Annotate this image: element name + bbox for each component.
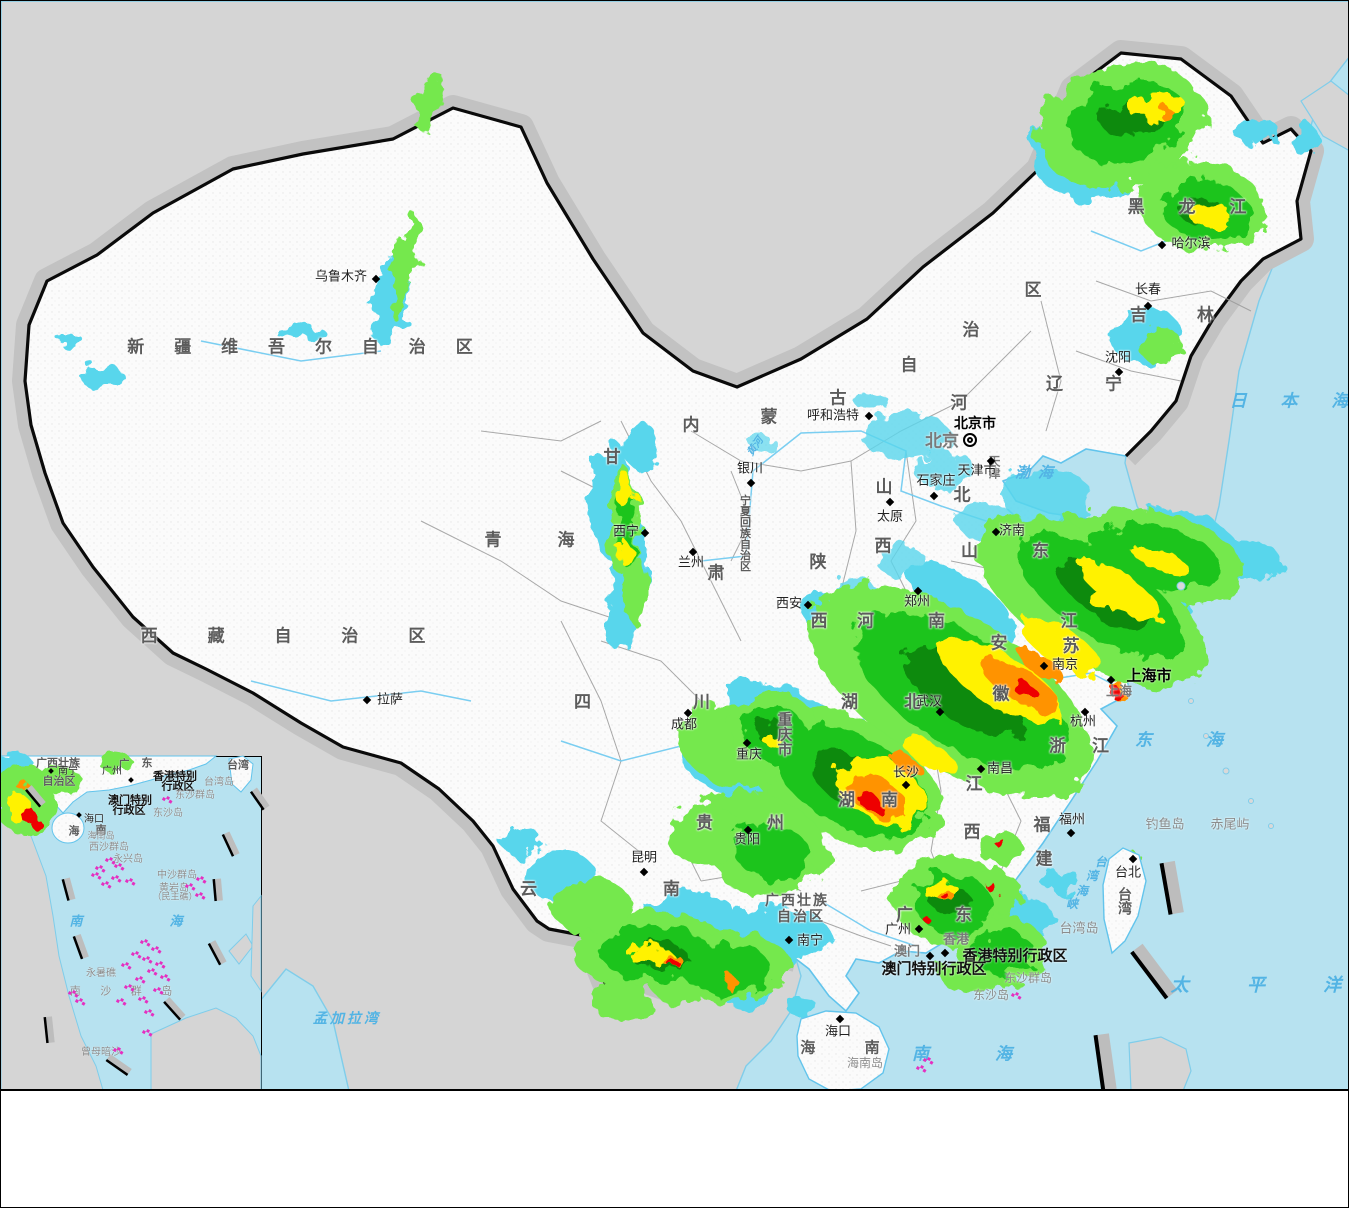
japan-corner	[1300, 80, 1348, 151]
map-legend-separator	[1, 1089, 1348, 1091]
inset-hainan	[51, 812, 85, 844]
inset-map	[1, 751, 270, 1091]
radar-echoes	[59, 64, 1318, 1021]
taiwan-island	[1102, 847, 1147, 955]
legend-panel: 全国雷达拼图 [2025-06-21 14:48:00] [ 组合反射率 ] 5…	[1, 1091, 1348, 1207]
ryukyu-islands	[1176, 581, 1274, 829]
inset-dash-line	[25, 785, 270, 1076]
luzon-island	[1128, 1036, 1192, 1091]
hainan-island	[796, 1010, 890, 1091]
inset-taiwan	[228, 755, 254, 793]
china-radar-map	[1, 1, 1348, 1091]
bay-of-bengal	[255, 968, 350, 1091]
dash-line-segments	[1093, 860, 1184, 1091]
national-border	[23, 51, 1313, 1005]
inset-philippines	[250, 894, 262, 993]
